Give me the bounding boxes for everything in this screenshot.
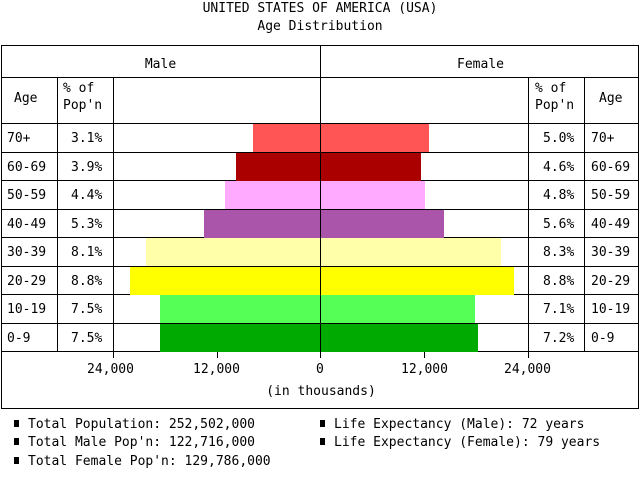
- header-divider: [1, 77, 638, 78]
- age-label-right: 50-59: [591, 188, 631, 203]
- age-label-right: 40-49: [591, 217, 631, 232]
- row-line-0: [1, 123, 638, 124]
- male-header: Male: [144, 57, 177, 72]
- age-label-left: 20-29: [7, 274, 47, 289]
- row-line-5: [1, 266, 638, 267]
- male-bar: [252, 124, 321, 152]
- male-percent-label: 3.1%: [71, 131, 103, 146]
- x-axis-label: (in thousands): [266, 384, 376, 399]
- tick-label: 24,000: [87, 362, 134, 377]
- female-bar: [321, 267, 515, 295]
- tick-right-mid: [424, 352, 425, 358]
- footer-total-female: Total Female Pop'n: 129,786,000: [14, 454, 271, 469]
- male-bar: [130, 267, 321, 295]
- male-percent-label: 8.1%: [71, 245, 103, 260]
- frame-left: [1, 45, 2, 408]
- age-label-left: 50-59: [7, 188, 47, 203]
- female-percent-label: 7.1%: [543, 302, 575, 317]
- pct-header-left-2: Pop'n: [63, 98, 103, 113]
- female-bar: [321, 324, 478, 352]
- age-label-left: 30-39: [7, 245, 47, 260]
- male-bar: [204, 210, 321, 238]
- frame-bottom: [1, 408, 638, 409]
- female-percent-label: 8.8%: [543, 274, 575, 289]
- frame-right: [638, 45, 639, 409]
- female-percent-label: 4.8%: [543, 188, 575, 203]
- footer-total-male: Total Male Pop'n: 122,716,000: [14, 435, 255, 450]
- female-bar: [321, 153, 422, 181]
- age-label-right: 60-69: [591, 160, 631, 175]
- age-label-right: 20-29: [591, 274, 631, 289]
- frame-top: [1, 45, 638, 46]
- female-percent-label: 7.2%: [543, 331, 575, 346]
- col-line-pct-left: [113, 77, 114, 352]
- male-bar: [160, 324, 321, 352]
- tick-label: 12,000: [193, 362, 240, 377]
- age-label-left: 70+: [7, 131, 31, 146]
- female-percent-label: 4.6%: [543, 160, 575, 175]
- age-label-right: 30-39: [591, 245, 631, 260]
- age-label-left: 40-49: [7, 217, 47, 232]
- tick-label: 12,000: [401, 362, 448, 377]
- row-line-3: [1, 209, 638, 210]
- row-line-7: [1, 323, 638, 324]
- col-line-pct-right: [528, 77, 529, 352]
- age-label-right: 70+: [591, 131, 615, 146]
- age-label-left: 0-9: [7, 331, 31, 346]
- row-line-1: [1, 152, 638, 153]
- male-percent-label: 4.4%: [71, 188, 103, 203]
- male-bar: [160, 295, 321, 323]
- female-bar: [321, 210, 445, 238]
- footer-life-expectancy-female: Life Expectancy (Female): 79 years: [320, 435, 600, 450]
- male-percent-label: 8.8%: [71, 274, 103, 289]
- pct-header-right-1: % of: [535, 81, 567, 96]
- tick-center: [320, 352, 321, 358]
- male-percent-label: 5.3%: [71, 217, 103, 232]
- tick-right-outer: [528, 352, 529, 358]
- male-bar: [145, 238, 321, 266]
- female-bar: [321, 295, 476, 323]
- female-bar: [321, 124, 429, 152]
- female-percent-label: 5.6%: [543, 217, 575, 232]
- age-label-right: 10-19: [591, 302, 631, 317]
- footer-life-expectancy-male: Life Expectancy (Male): 72 years: [320, 417, 584, 432]
- male-bar: [225, 181, 321, 209]
- col-line-age-right: [584, 77, 585, 352]
- tick-left-mid: [217, 352, 218, 358]
- pct-header-left-1: % of: [63, 81, 95, 96]
- tick-label: 0: [316, 362, 324, 377]
- female-percent-label: 8.3%: [543, 245, 575, 260]
- footer-total-population: Total Population: 252,502,000: [14, 417, 255, 432]
- age-label-right: 0-9: [591, 331, 615, 346]
- age-label-left: 10-19: [7, 302, 47, 317]
- age-header-right: Age: [599, 91, 623, 106]
- female-bar: [321, 238, 502, 266]
- tick-left-outer: [113, 352, 114, 358]
- male-percent-label: 7.5%: [71, 302, 103, 317]
- chart-title: UNITED STATES OF AMERICA (USA): [202, 1, 438, 16]
- pct-header-right-2: Pop'n: [535, 98, 575, 113]
- tick-label: 24,000: [504, 362, 551, 377]
- female-percent-label: 5.0%: [543, 131, 575, 146]
- female-bar: [321, 181, 426, 209]
- age-header-left: Age: [14, 91, 38, 106]
- male-percent-label: 7.5%: [71, 331, 103, 346]
- male-percent-label: 3.9%: [71, 160, 103, 175]
- chart-subtitle: Age Distribution: [257, 19, 383, 34]
- female-header: Female: [457, 57, 504, 72]
- age-label-left: 60-69: [7, 160, 47, 175]
- col-line-age-left: [57, 77, 58, 352]
- male-bar: [236, 153, 321, 181]
